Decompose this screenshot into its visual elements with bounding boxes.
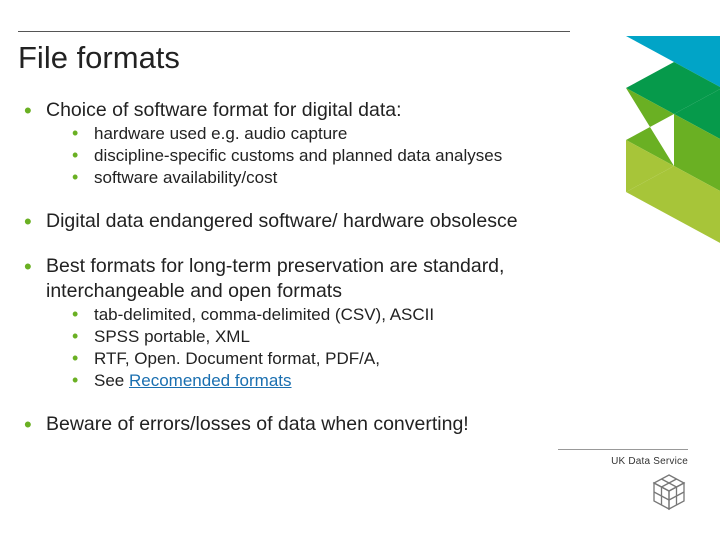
- footer-logo: UK Data Service: [558, 449, 688, 516]
- slide-content: Choice of software format for digital da…: [24, 98, 640, 437]
- bullet-3: Best formats for long-term preservation …: [24, 254, 640, 392]
- bullet-3-sub-4: See Recomended formats: [72, 370, 640, 392]
- bullet-1-sub-1: hardware used e.g. audio capture: [72, 123, 640, 145]
- bullet-1-text: Choice of software format for digital da…: [46, 99, 402, 121]
- title-rule: [18, 31, 570, 32]
- footer-rule: [558, 449, 688, 450]
- slide-title: File formats: [18, 40, 180, 76]
- bullet-4: Beware of errors/losses of data when con…: [24, 412, 640, 437]
- recommended-formats-link[interactable]: Recomended formats: [129, 371, 292, 390]
- cube-icon: [650, 473, 688, 511]
- bullet-3-text: Best formats for long-term preservation …: [46, 255, 504, 302]
- bullet-1: Choice of software format for digital da…: [24, 98, 640, 189]
- bullet-3-sub-4-prefix: See: [94, 371, 129, 390]
- bullet-3-sub-2: SPSS portable, XML: [72, 326, 640, 348]
- bullet-1-sub-3: software availability/cost: [72, 167, 640, 189]
- bullet-2: Digital data endangered software/ hardwa…: [24, 209, 640, 234]
- bullet-3-sub-1: tab-delimited, comma-delimited (CSV), AS…: [72, 304, 640, 326]
- footer-brand-text: UK Data Service: [558, 456, 688, 467]
- bullet-1-sub-2: discipline-specific customs and planned …: [72, 145, 640, 167]
- bullet-3-sub-3: RTF, Open. Document format, PDF/A,: [72, 348, 640, 370]
